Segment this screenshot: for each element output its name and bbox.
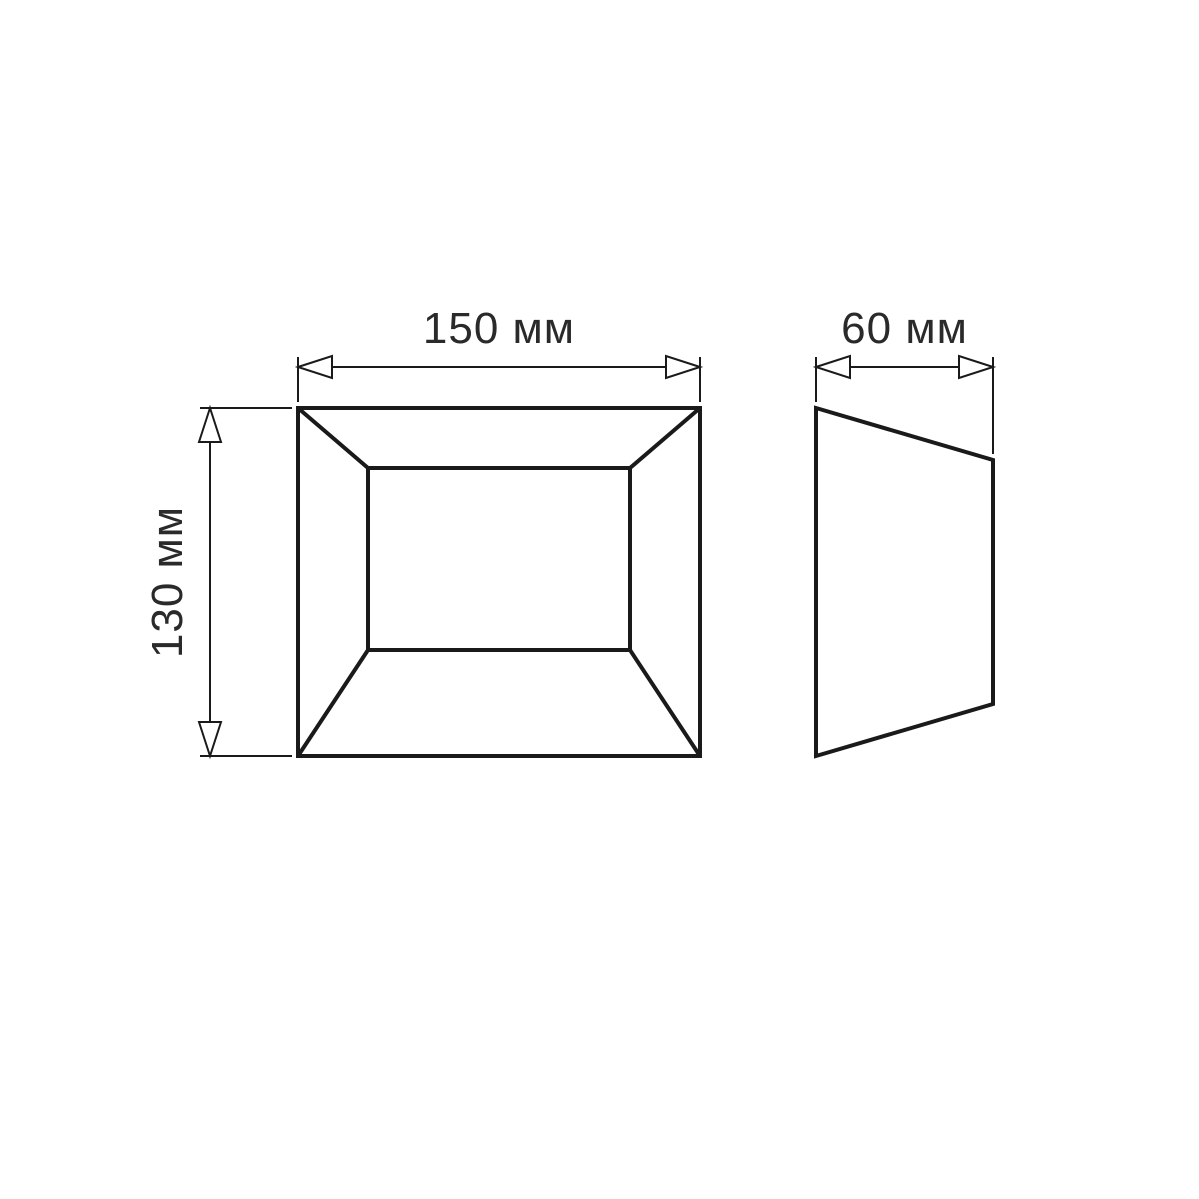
dim-depth-label: 60 мм [841, 304, 968, 353]
dimension-diagram: 150 мм 130 мм 60 мм [0, 0, 1199, 1199]
side-profile [816, 408, 993, 756]
dim-height-arrow-t [199, 408, 221, 442]
dim-height-arrow-b [199, 722, 221, 756]
dim-depth-arrow-r [959, 356, 993, 378]
dim-width-arrow-l [298, 356, 332, 378]
front-inner-rect [368, 468, 630, 650]
front-diagonal-1 [630, 408, 700, 468]
dim-width-arrow-r [666, 356, 700, 378]
dim-height-label: 130 мм [143, 506, 192, 658]
front-diagonal-2 [298, 650, 368, 756]
dim-width-label: 150 мм [423, 304, 575, 353]
front-diagonal-0 [298, 408, 368, 468]
dim-depth-arrow-l [816, 356, 850, 378]
front-diagonal-3 [630, 650, 700, 756]
